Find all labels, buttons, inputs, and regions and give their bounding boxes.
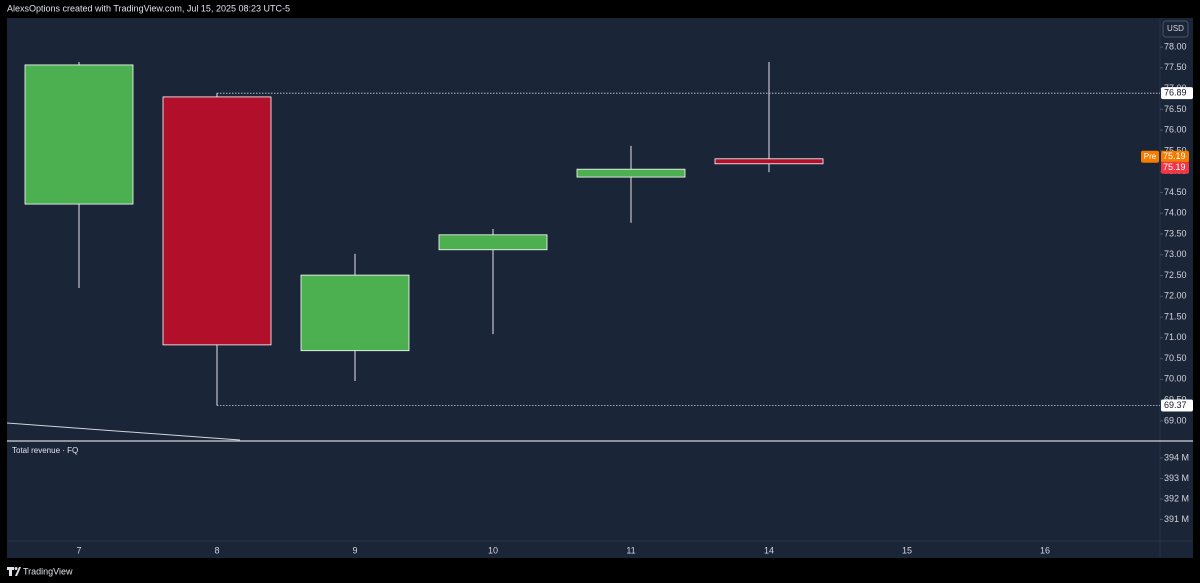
y-tick-label: 73.50: [1164, 228, 1187, 238]
brand-logo: [7, 567, 21, 576]
y-tick-label: 70.00: [1164, 374, 1187, 384]
candle-body: [714, 158, 824, 165]
price-label-box: [1161, 399, 1193, 412]
x-tick-label: 10: [488, 545, 498, 555]
premarket-name: Pre: [1144, 152, 1157, 161]
premarket-label: 75.19: [1163, 151, 1186, 161]
y-tick-label: 74.50: [1164, 187, 1187, 197]
x-tick-label: 14: [764, 545, 774, 555]
candle-body: [162, 96, 272, 346]
y-tick-label: 391 M: [1164, 514, 1189, 524]
y-tick-label: 71.00: [1164, 332, 1187, 342]
price-label-box: [1161, 87, 1193, 100]
price-label: 76.89: [1164, 88, 1187, 98]
y-tick-label: 78.00: [1164, 41, 1187, 51]
last-price-box: [1161, 161, 1189, 174]
x-tick-label: 15: [902, 545, 912, 555]
header: AlexsOptions created with TradingView.co…: [7, 3, 290, 13]
brand: TradingView: [23, 566, 73, 576]
x-tick-label: 9: [352, 545, 357, 555]
currency-box[interactable]: [1162, 20, 1189, 38]
y-tick-label: 71.50: [1164, 311, 1187, 321]
y-tick-label: 74.00: [1164, 208, 1187, 218]
y-tick-label: 75.50: [1164, 145, 1187, 155]
pane-title: Total revenue · FQ: [12, 446, 78, 455]
y-tick-label: 76.50: [1164, 104, 1187, 114]
y-tick-label: 72.50: [1164, 270, 1187, 280]
x-tick-label: 16: [1040, 545, 1050, 555]
y-tick-label: 76.00: [1164, 125, 1187, 135]
revenue-line: [6, 422, 241, 441]
y-tick-label: 72.00: [1164, 291, 1187, 301]
candle-body: [24, 64, 134, 205]
premarket-box: [1161, 150, 1189, 163]
price-label: 69.37: [1164, 400, 1187, 410]
x-tick-label: 8: [214, 545, 219, 555]
x-tick-label: 11: [626, 545, 635, 555]
y-tick-label: 77.50: [1164, 62, 1187, 72]
y-tick-label: 70.50: [1164, 353, 1187, 363]
candle-body: [300, 274, 410, 352]
y-tick-label: 392 M: [1164, 493, 1189, 503]
y-tick-label: 73.00: [1164, 249, 1187, 259]
x-tick-label: 7: [76, 545, 81, 555]
candle-body: [438, 234, 548, 251]
premarket-tag: [1141, 150, 1159, 163]
y-tick-label: 69.00: [1164, 415, 1187, 425]
last-price-label: 75.19: [1163, 162, 1186, 172]
candle-body: [576, 168, 686, 178]
currency[interactable]: USD: [1167, 24, 1184, 33]
y-tick-label: 69.50: [1164, 395, 1187, 405]
y-tick-label: 394 M: [1164, 452, 1189, 462]
y-tick-label: 393 M: [1164, 473, 1189, 483]
